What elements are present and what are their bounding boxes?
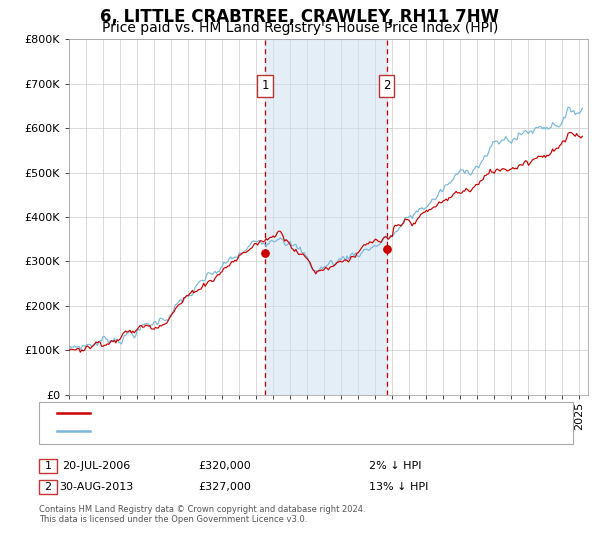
Text: 6, LITTLE CRABTREE, CRAWLEY, RH11 7HW: 6, LITTLE CRABTREE, CRAWLEY, RH11 7HW: [101, 8, 499, 26]
Text: This data is licensed under the Open Government Licence v3.0.: This data is licensed under the Open Gov…: [39, 515, 307, 524]
Text: 20-JUL-2006: 20-JUL-2006: [62, 461, 130, 471]
Text: 2: 2: [44, 482, 52, 492]
Text: Price paid vs. HM Land Registry's House Price Index (HPI): Price paid vs. HM Land Registry's House …: [102, 21, 498, 35]
Text: 1: 1: [44, 461, 52, 471]
Point: [260, 248, 269, 257]
Point: [382, 245, 391, 254]
Text: £320,000: £320,000: [199, 461, 251, 471]
Text: 13% ↓ HPI: 13% ↓ HPI: [369, 482, 428, 492]
Text: 6, LITTLE CRABTREE, CRAWLEY, RH11 7HW (detached house): 6, LITTLE CRABTREE, CRAWLEY, RH11 7HW (d…: [96, 408, 401, 418]
Text: £327,000: £327,000: [199, 482, 251, 492]
Text: 1: 1: [262, 80, 269, 92]
Text: 30-AUG-2013: 30-AUG-2013: [59, 482, 133, 492]
Text: 2: 2: [383, 80, 390, 92]
Text: HPI: Average price, detached house, Crawley: HPI: Average price, detached house, Craw…: [96, 426, 320, 436]
Text: 2% ↓ HPI: 2% ↓ HPI: [369, 461, 421, 471]
Text: Contains HM Land Registry data © Crown copyright and database right 2024.: Contains HM Land Registry data © Crown c…: [39, 505, 365, 514]
Bar: [265, 39, 386, 395]
